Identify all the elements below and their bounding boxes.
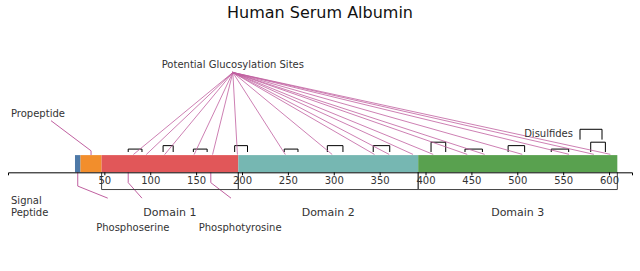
domain-label: Domain 2: [302, 206, 355, 219]
propeptide-label: Propeptide: [11, 108, 65, 119]
x-tick-label: 150: [187, 175, 206, 186]
glucosylation-line: [233, 72, 484, 154]
x-axis: 50 100 150 200 250 300 350 400 450 500 550 600: [9, 172, 633, 186]
phosphotyrosine-label: Phosphotyrosine: [199, 222, 282, 233]
glucosylation-line: [213, 72, 233, 154]
glucosylation-line: [233, 72, 374, 154]
phosphoserine-label: Phosphoserine: [96, 222, 169, 233]
disulfide-bond: [327, 146, 343, 152]
x-tick-label: 600: [600, 175, 619, 186]
x-tick-label: 300: [325, 175, 344, 186]
glucosylation-line: [233, 72, 238, 154]
x-tick: 300: [325, 172, 344, 186]
domain-label: Domain 1: [143, 206, 196, 219]
glucosylation-line: [194, 72, 233, 154]
glucosylation-line: [233, 72, 433, 154]
x-tick-label: 250: [279, 175, 298, 186]
labels: Potential Glucosylation Sites Propeptide S…: [11, 59, 602, 233]
glucosylation-line: [165, 72, 233, 154]
signal-peptide-label-line: Peptide: [11, 207, 48, 218]
x-tick-label: 400: [416, 175, 435, 186]
x-tick: 450: [462, 172, 481, 186]
x-tick: 500: [508, 172, 527, 186]
glucosylation-line: [233, 72, 389, 154]
domain-region: [238, 155, 418, 172]
legend-label: Disulfides: [524, 128, 573, 139]
domain-label: Domain 3: [491, 206, 544, 219]
propeptide-region: [80, 155, 101, 172]
domain-bracket: [238, 172, 418, 189]
x-tick: 200: [233, 172, 252, 186]
phosphotyrosine-leader: [211, 172, 231, 198]
x-tick-label: 200: [233, 175, 252, 186]
glucosylation-line: [233, 72, 610, 154]
x-tick-label: 50: [98, 175, 111, 186]
x-tick-label: 450: [462, 175, 481, 186]
x-tick: 250: [279, 172, 298, 186]
signal-peptide-label: SignalPeptide: [11, 195, 48, 219]
legend-symbol: [580, 129, 602, 139]
chart: Human Serum Albumin Potential Glucosylati…: [0, 0, 640, 271]
glucosylation-line: [134, 72, 233, 154]
x-tick-label: 100: [141, 175, 160, 186]
x-tick: 100: [141, 172, 160, 186]
signal-peptide-label-line: Signal: [11, 195, 42, 206]
glucosylation-line: [233, 72, 522, 154]
domain-bracket: [102, 172, 239, 189]
x-tick: 600: [600, 172, 619, 186]
disulfide-bond: [284, 149, 298, 152]
disulfide-bond: [431, 142, 446, 152]
glucosylation-line: [233, 72, 569, 154]
propeptide-leader: [51, 121, 91, 155]
domain-region: [418, 155, 617, 172]
glucosylation-label: Potential Glucosylation Sites: [162, 59, 304, 70]
marks: [51, 72, 617, 198]
glucosylation-line: [233, 72, 467, 154]
x-tick: 400: [416, 172, 435, 186]
glucosylation-line: [233, 72, 594, 154]
x-tick: 350: [371, 172, 390, 186]
x-tick-label: 550: [554, 175, 573, 186]
disulfide-bond: [373, 146, 390, 152]
glucosylation-line: [233, 72, 413, 154]
x-tick-label: 350: [371, 175, 390, 186]
domain-region: [102, 155, 239, 172]
x-tick-label: 500: [508, 175, 527, 186]
x-tick: 550: [554, 172, 573, 186]
x-tick: 50: [98, 172, 111, 186]
phosphoserine-leader: [128, 172, 142, 198]
signal-peptide-region: [75, 155, 81, 172]
x-tick: 150: [187, 172, 206, 186]
domain-bracket: [418, 172, 617, 189]
title: Human Serum Albumin: [227, 3, 413, 22]
glucosylation-line: [147, 72, 233, 154]
